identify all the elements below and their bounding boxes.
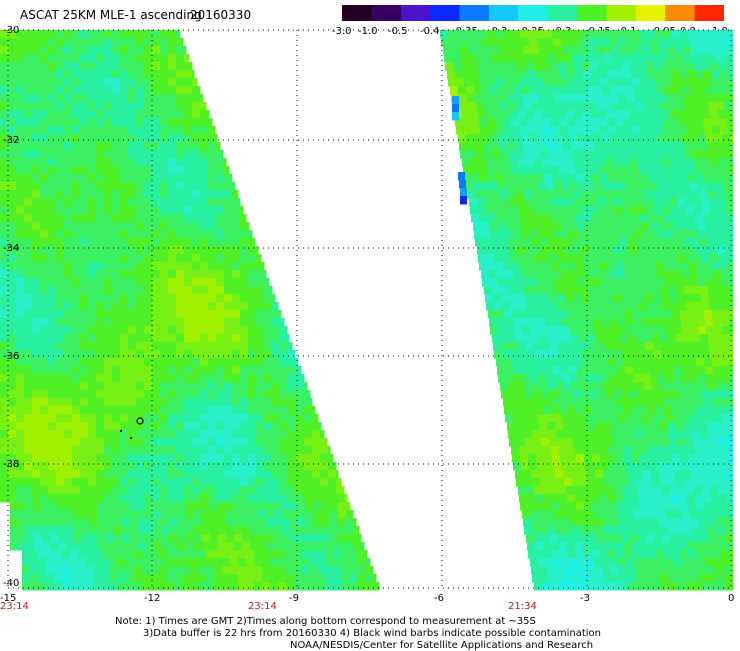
colorbar-swatch xyxy=(400,5,431,21)
colorbar-swatch xyxy=(342,5,372,21)
colorbar-swatch xyxy=(371,5,402,21)
longitude-label: 0 xyxy=(728,593,735,604)
colorbar-swatch xyxy=(665,5,696,21)
colorbar-swatch xyxy=(577,5,608,21)
colorbar-swatch xyxy=(547,5,578,21)
colorbar-label: -1.0 xyxy=(358,26,378,37)
longitude-label: -15 xyxy=(0,593,17,604)
latitude-label: -34 xyxy=(3,243,20,254)
latitude-label: -36 xyxy=(3,351,20,362)
latitude-label: -40 xyxy=(3,578,20,589)
pass-time-label: 21:34 xyxy=(508,601,537,612)
longitude-label: -6 xyxy=(434,593,444,604)
note-line-2: 3)Data buffer is 22 hrs from 20160330 4)… xyxy=(143,628,601,639)
map-date: 20160330 xyxy=(190,8,252,22)
wind-barb-marker xyxy=(130,437,132,439)
swath-right xyxy=(440,30,734,591)
longitude-label: -3 xyxy=(580,593,590,604)
swath-left xyxy=(0,30,380,591)
colorbar-label: -3.0 xyxy=(332,26,352,37)
colorbar-swatch xyxy=(606,5,637,21)
wind-barbs xyxy=(120,417,144,439)
latitude-label: -38 xyxy=(3,459,20,470)
longitude-label: -9 xyxy=(289,593,299,604)
wind-barb-marker xyxy=(136,417,144,425)
latitude-label: -32 xyxy=(3,135,20,146)
pass-time-label: 23:14 xyxy=(248,601,277,612)
wind-barb-marker xyxy=(120,430,122,432)
colorbar-label: -0.4 xyxy=(420,26,440,37)
pass-time-label: 23:14 xyxy=(0,601,29,612)
longitude-label: -12 xyxy=(144,593,161,604)
map-title: ASCAT 25KM MLE-1 ascending xyxy=(20,8,202,22)
colorbar-swatch xyxy=(518,5,549,21)
colorbar-swatch xyxy=(459,5,490,21)
colorbar-swatch xyxy=(430,5,461,21)
colorbar-swatch xyxy=(488,5,519,21)
colorbar-label: -0.5 xyxy=(388,26,408,37)
lat-lon-grid xyxy=(7,29,732,590)
colorbar xyxy=(342,5,724,21)
latitude-label: -30 xyxy=(3,25,20,36)
note-line-3: NOAA/NESDIS/Center for Satellite Applica… xyxy=(290,640,594,651)
colorbar-swatch xyxy=(694,5,724,21)
colorbar-swatch xyxy=(635,5,666,21)
note-line-1: Note: 1) Times are GMT 2)Times along bot… xyxy=(115,616,536,627)
